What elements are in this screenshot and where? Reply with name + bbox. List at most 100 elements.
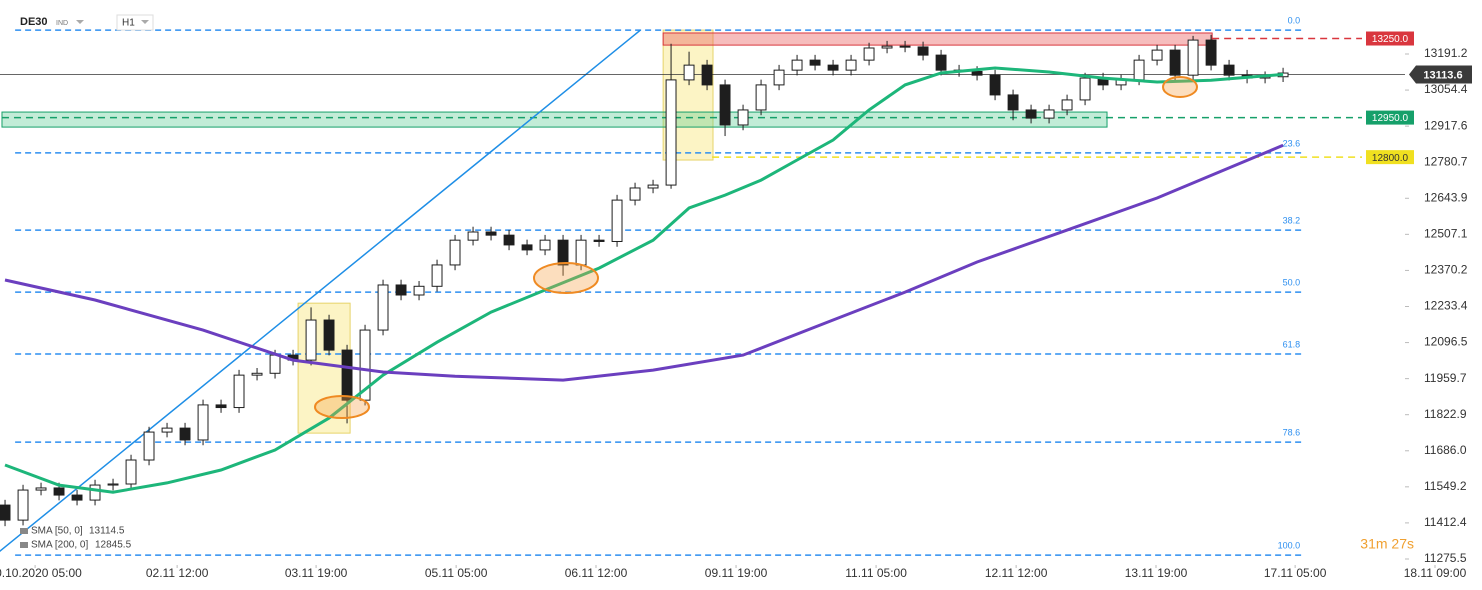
fib-label: 38.2 [1283,216,1301,226]
y-tick-label: 12233.4 [1424,299,1468,313]
candle-body [413,285,425,296]
x-tick-label: 03.11 19:00 [285,566,348,580]
y-tick-label: 11686.0 [1424,443,1467,457]
candle-body [269,354,281,374]
candle-body [449,239,461,266]
y-tick-label: 12643.9 [1424,190,1468,204]
highlight-ellipse [1162,76,1198,98]
candle-body [431,264,443,287]
level-label: 13250.0 [1372,34,1409,45]
level-label: 12950.0 [1372,113,1409,124]
legend-swatch [20,542,28,548]
candle-body [935,54,947,71]
candle-body [107,483,119,486]
timeframe-box[interactable] [116,14,154,31]
candle-body [593,239,605,242]
candle-body [35,487,47,491]
y-tick-label: 13054.4 [1424,82,1468,96]
symbol-type: IND [56,20,68,27]
candle-body [485,231,497,236]
candle-body [89,484,101,501]
candle-body [1079,77,1091,101]
candle-body [1043,109,1055,119]
candle-body [629,187,641,201]
candle-body [1061,99,1073,111]
x-tick-label: 05.11 05:00 [425,566,488,580]
price-zone [662,32,1213,46]
candle-body [845,59,857,71]
candle-body [827,64,839,71]
fib-label: 61.8 [1283,339,1301,349]
candle-body [1223,64,1235,76]
candle-body [1205,39,1217,66]
candle-body [197,404,209,441]
legend-value: 13114.5 [89,526,125,537]
candle-body [125,459,137,485]
candle-body [701,64,713,86]
candle-body [17,489,29,521]
level-label: 12800.0 [1372,153,1409,164]
candle-body [377,284,389,331]
main-layer [0,29,1405,553]
candle-body [53,487,65,496]
y-tick-label: 12096.5 [1424,335,1468,349]
top-layer: DE30 IND H1 11275.5 11412.4 11549.2 11686.0… [0,14,1472,580]
timeframe[interactable]: H1 [122,18,135,29]
candle-body [683,64,695,81]
highlight-ellipse [533,262,599,294]
candle-body [899,45,911,48]
candle-body [611,199,623,242]
x-tick-label: 06.11 12:00 [565,566,628,580]
candle-body [773,69,785,86]
y-tick-label: 12780.7 [1424,154,1468,168]
x-tick-label: 30.10.2020 05:00 [0,566,82,580]
sma-line [4,66,1284,494]
x-tick-label: 11.11 05:00 [845,566,907,580]
candle-body [971,70,983,76]
level-label-box [1366,150,1414,165]
candle-body [1007,94,1019,111]
candle-body [1169,49,1181,76]
candle-body [503,234,515,246]
fib-label: 100.0 [1278,541,1301,551]
price-zone [1,111,1108,128]
x-tick-label: 02.11 12:00 [146,566,209,580]
y-tick-label: 11822.9 [1424,407,1467,421]
candle-body [179,427,191,441]
candle-body [863,47,875,61]
candle-body [251,372,263,376]
legend-swatch [20,528,28,534]
legend-value: 12845.5 [95,540,132,551]
fib-label: 50.0 [1283,277,1301,287]
y-tick-label: 11275.5 [1424,551,1467,565]
current-price-box [1409,65,1472,84]
highlight-ellipse [314,395,370,419]
candle-body [719,84,731,126]
fib-label: 0.0 [1288,15,1301,25]
level-label-box [1366,110,1414,125]
candle-body [1133,59,1145,81]
candle-body [809,59,821,66]
y-tick-label: 11959.7 [1424,371,1467,385]
candle-body [233,374,245,409]
candle-body [989,74,1001,96]
y-tick-label: 13191.2 [1424,46,1468,60]
symbol[interactable]: DE30 [20,16,48,28]
candle-body [791,59,803,71]
candle-body [395,284,407,296]
candle-body [341,349,353,401]
candle-body [575,239,587,266]
current-price-label: 13113.6 [1423,69,1462,81]
candle-body [143,431,155,461]
x-tick-label: 12.11 12:00 [985,566,1048,580]
dropdown-arrow[interactable] [76,20,84,24]
legend-name: SMA [200, 0] [31,540,88,551]
y-tick-label: 12507.1 [1424,227,1468,241]
sma-line [4,143,1284,382]
dropdown-arrow[interactable] [141,20,149,24]
candle-body [467,231,479,241]
x-tick-label: 13.11 19:00 [1125,566,1188,580]
candle-body [737,109,749,126]
y-tick-label: 11549.2 [1424,479,1467,493]
